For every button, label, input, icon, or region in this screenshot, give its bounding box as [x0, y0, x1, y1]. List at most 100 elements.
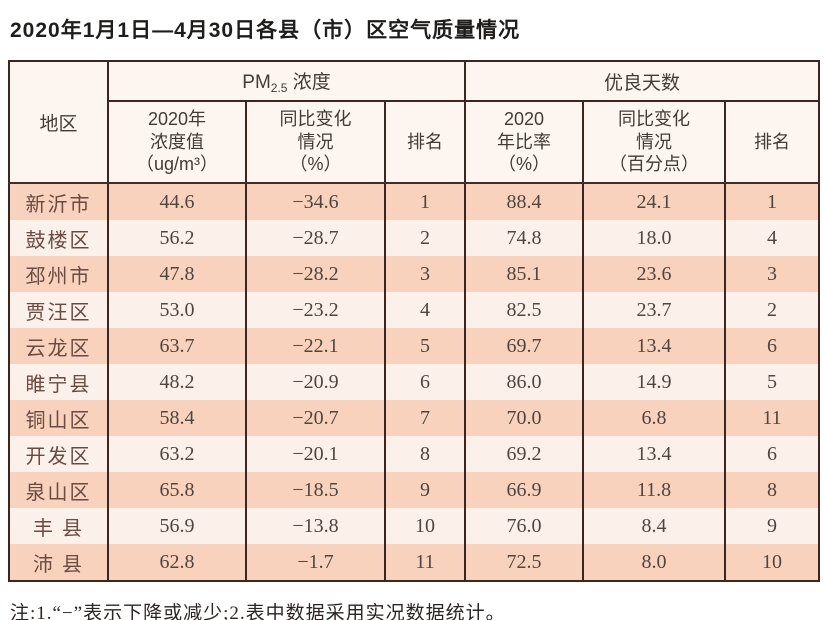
- pm-rank-cell: 9: [383, 472, 467, 508]
- region-cell: 新沂市: [8, 183, 109, 220]
- page-title: 2020年1月1日—4月30日各县（市）区空气质量情况: [10, 19, 521, 42]
- pm-rank-cell: 1: [383, 183, 467, 220]
- air-quality-table: 地区 PM2.5 浓度 优良天数 2020年 浓度值 （ug/m³） 同比变化 …: [8, 60, 821, 582]
- region-cell: 泉山区: [8, 472, 109, 508]
- pm-change-cell: −34.6: [245, 183, 386, 220]
- gd-ratio-cell: 70.0: [464, 400, 585, 436]
- pm-rank-cell: 3: [383, 256, 467, 292]
- region-cell: 邳州市: [8, 256, 109, 292]
- pm-value-column-header: 2020年 浓度值 （ug/m³）: [107, 100, 247, 184]
- pm-value-cell: 63.2: [107, 436, 247, 472]
- pm-rank-cell: 10: [383, 508, 467, 544]
- pm-change-cell: −20.7: [245, 400, 386, 436]
- gd-ratio-cell: 74.8: [464, 220, 585, 256]
- pm-rank-cell: 4: [383, 292, 467, 328]
- pm-value-cell: 56.9: [107, 508, 247, 544]
- gd-rank-cell: 8: [724, 472, 821, 508]
- gd-change-cell: 13.4: [582, 328, 727, 364]
- table-row: 开发区 63.2 −20.1 8 69.2 13.4 6: [8, 436, 821, 472]
- gd-rank-cell: 4: [724, 220, 821, 256]
- header-sub-row: 2020年 浓度值 （ug/m³） 同比变化 情况 （%） 排名 2020 年比…: [9, 100, 821, 184]
- gd-ratio-cell: 69.7: [464, 328, 585, 364]
- gd-change-cell: 8.0: [582, 544, 727, 581]
- table-row: 云龙区 63.7 −22.1 5 69.7 13.4 6: [8, 328, 821, 364]
- table-row: 邳州市 47.8 −28.2 3 85.1 23.6 3: [8, 256, 821, 292]
- gd-ratio-column-header: 2020 年比率 （%）: [464, 100, 585, 184]
- pm-value-cell: 44.6: [107, 183, 247, 220]
- gd-rank-cell: 6: [724, 436, 821, 472]
- gd-ratio-cell: 72.5: [464, 544, 585, 581]
- region-cell: 贾汪区: [8, 292, 109, 328]
- pm-value-cell: 65.8: [107, 472, 247, 508]
- table-row: 贾汪区 53.0 −23.2 4 82.5 23.7 2: [8, 292, 821, 328]
- gd-rank-cell: 9: [724, 508, 821, 544]
- region-cell: 沛 县: [8, 544, 109, 581]
- table-header: 地区 PM2.5 浓度 优良天数 2020年 浓度值 （ug/m³） 同比变化 …: [8, 61, 821, 184]
- gd-change-cell: 23.7: [582, 292, 727, 328]
- gd-change-cell: 24.1: [582, 183, 727, 220]
- table-row: 丰 县 56.9 −13.8 10 76.0 8.4 9: [8, 508, 821, 544]
- pm-change-cell: −20.9: [245, 364, 386, 400]
- region-cell: 铜山区: [8, 400, 109, 436]
- gd-change-cell: 23.6: [582, 256, 727, 292]
- gd-ratio-cell: 76.0: [464, 508, 585, 544]
- pm-change-cell: −13.8: [245, 508, 386, 544]
- pm-rank-cell: 8: [383, 436, 467, 472]
- gd-change-cell: 6.8: [582, 400, 727, 436]
- gd-ratio-cell: 88.4: [464, 183, 585, 220]
- pm-value-cell: 53.0: [107, 292, 247, 328]
- gd-change-cell: 18.0: [582, 220, 727, 256]
- pm-label: PM: [242, 72, 271, 93]
- footnote: 注:1.“−”表示下降或减少;2.表中数据采用实况数据统计。: [10, 603, 506, 620]
- table-row: 泉山区 65.8 −18.5 9 66.9 11.8 8: [8, 472, 821, 508]
- gd-rank-cell: 6: [724, 328, 821, 364]
- pm-value-cell: 48.2: [107, 364, 247, 400]
- region-cell: 开发区: [8, 436, 109, 472]
- pm-change-column-header: 同比变化 情况 （%）: [245, 100, 386, 184]
- pm-rank-cell: 2: [383, 220, 467, 256]
- region-cell: 鼓楼区: [8, 220, 109, 256]
- pm-group-header: PM2.5 浓度: [106, 61, 467, 101]
- gd-ratio-cell: 85.1: [464, 256, 585, 292]
- pm-rank-cell: 7: [383, 400, 467, 436]
- region-cell: 睢宁县: [8, 364, 109, 400]
- header-group-row: 地区 PM2.5 浓度 优良天数: [8, 61, 821, 184]
- table-row: 睢宁县 48.2 −20.9 6 86.0 14.9 5: [8, 364, 821, 400]
- gd-change-column-header: 同比变化 情况 （百分点）: [582, 100, 727, 184]
- gd-ratio-cell: 82.5: [464, 292, 585, 328]
- pm-rank-cell: 6: [383, 364, 467, 400]
- gd-ratio-cell: 86.0: [464, 364, 585, 400]
- gd-change-cell: 13.4: [582, 436, 727, 472]
- gd-rank-cell: 3: [724, 256, 821, 292]
- region-column-header: 地区: [8, 61, 109, 184]
- gd-rank-cell: 2: [724, 292, 821, 328]
- pm-value-cell: 62.8: [107, 544, 247, 581]
- pm-rank-cell: 11: [383, 544, 467, 581]
- region-cell: 云龙区: [8, 328, 109, 364]
- pm-change-cell: −22.1: [245, 328, 386, 364]
- gd-rank-cell: 1: [724, 183, 821, 220]
- pm-rank-cell: 5: [383, 328, 467, 364]
- pm-change-cell: −28.7: [245, 220, 386, 256]
- gd-change-cell: 14.9: [582, 364, 727, 400]
- pm-value-cell: 56.2: [107, 220, 247, 256]
- gd-ratio-cell: 69.2: [464, 436, 585, 472]
- table-row: 铜山区 58.4 −20.7 7 70.0 6.8 11: [8, 400, 821, 436]
- region-cell: 丰 县: [8, 508, 109, 544]
- table-row: 鼓楼区 56.2 −28.7 2 74.8 18.0 4: [8, 220, 821, 256]
- gd-rank-cell: 11: [724, 400, 821, 436]
- gd-rank-cell: 5: [724, 364, 821, 400]
- pm-change-cell: −20.1: [245, 436, 386, 472]
- table-body: 新沂市 44.6 −34.6 1 88.4 24.1 1 鼓楼区 56.2 −2…: [8, 183, 821, 581]
- gd-change-cell: 11.8: [582, 472, 727, 508]
- pm-label-suffix: 浓度: [287, 72, 331, 93]
- gd-rank-cell: 10: [724, 544, 821, 581]
- pm-value-cell: 63.7: [107, 328, 247, 364]
- table-row: 沛 县 62.8 −1.7 11 72.5 8.0 10: [8, 544, 821, 581]
- pm-change-cell: −28.2: [245, 256, 386, 292]
- pm-value-cell: 47.8: [107, 256, 247, 292]
- pm-change-cell: −1.7: [245, 544, 386, 581]
- good-days-group-header: 优良天数: [464, 61, 821, 101]
- gd-change-cell: 8.4: [582, 508, 727, 544]
